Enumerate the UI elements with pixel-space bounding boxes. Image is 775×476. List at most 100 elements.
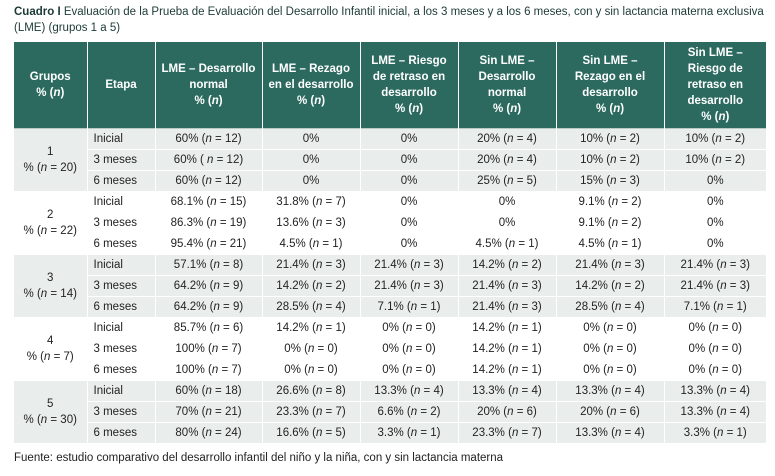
- cell-n-var: n: [410, 406, 418, 418]
- header-lme-rezago-pct: % (: [296, 95, 315, 107]
- value-cell: 86.3% (n = 19): [155, 212, 263, 234]
- cell-text: = 1): [417, 427, 441, 439]
- cell-text: = 3): [420, 259, 444, 271]
- cell-text: = 19): [216, 217, 247, 229]
- value-cell: 13.3% (n = 4): [556, 422, 665, 444]
- etapa-cell: 6 meses: [87, 422, 156, 444]
- value-cell: 0% (n = 0): [556, 338, 665, 360]
- value-cell: 60% (n = 12): [155, 170, 263, 192]
- cell-n-var: n: [720, 259, 727, 271]
- cell-n-var: n: [205, 427, 212, 439]
- cell-n-var: n: [315, 301, 323, 313]
- cell-n-var: n: [611, 196, 619, 208]
- cell-text: = 3): [726, 280, 750, 292]
- cell-text: 0%: [706, 196, 724, 208]
- value-cell: 0% (n = 0): [664, 338, 766, 360]
- cell-n-var: n: [610, 406, 617, 418]
- value-cell: 0%: [664, 191, 766, 213]
- value-cell: 57.1% (n = 8): [155, 254, 263, 276]
- cell-text: = 1): [723, 301, 747, 313]
- value-cell: 7.1% (n = 1): [664, 296, 766, 318]
- cell-n-var: n: [511, 259, 519, 271]
- group-size-var: n: [40, 162, 48, 174]
- header-lme-normal-label: LME – Desarrollo normal: [161, 63, 256, 91]
- cell-text: = 1): [518, 343, 542, 355]
- cell-text: = 4): [513, 154, 537, 166]
- cell-n-var: n: [210, 217, 217, 229]
- cell-text: 0%: [706, 217, 724, 229]
- etapa-cell: Inicial: [87, 380, 156, 402]
- value-cell: 21.4% (n = 3): [360, 254, 459, 276]
- header-lme-rezago-n: n: [314, 95, 322, 107]
- header-grupos: Grupos % (n): [14, 42, 88, 129]
- cell-text: 14.2% (: [276, 322, 316, 334]
- cell-n-var: n: [507, 133, 514, 145]
- header-grupos-n: n: [53, 87, 61, 99]
- value-cell: 68.1% (n = 15): [155, 191, 263, 213]
- cell-n-var: n: [720, 406, 727, 418]
- value-cell: 14.2% (n = 1): [458, 317, 557, 339]
- cell-text: 21.4% (: [472, 301, 512, 313]
- cell-text: 0%: [498, 217, 516, 229]
- cell-text: 60% (: [175, 133, 206, 145]
- cell-text: = 5): [322, 427, 346, 439]
- table-caption: Cuadro I Evaluación de la Prueba de Eval…: [14, 4, 766, 36]
- cell-n-var: n: [315, 280, 323, 292]
- cell-text: = 0): [314, 364, 338, 376]
- value-cell: 70% (n = 21): [155, 401, 263, 423]
- cell-n-var: n: [205, 406, 212, 418]
- value-cell: 25% (n = 5): [458, 170, 557, 192]
- table-row: 5% (n = 30) Inicial 60% (n = 18) 26.6% (n =…: [14, 380, 766, 444]
- cell-text: 0% (: [382, 322, 406, 334]
- header-sinlme-riesgo-label: Sin LME – Riesgo de retraso en desarroll…: [687, 47, 744, 107]
- cell-text: = 6): [219, 322, 244, 334]
- cell-n-var: n: [507, 175, 514, 187]
- cell-n-var: n: [507, 154, 514, 166]
- cell-text: = 12): [213, 154, 244, 166]
- table-row: 3 meses 100% (n = 7) 0% (n = 0) 0% (n = 0) 1…: [14, 338, 766, 360]
- header-sinlme-riesgo-pct: % (: [701, 111, 719, 123]
- cell-n-var: n: [610, 154, 617, 166]
- cell-text: 0% (: [284, 343, 308, 355]
- cell-n-var: n: [205, 385, 212, 397]
- table-row: 3 meses 60% ( n = 12) 0% 0% 20% (n = 4) 10% (…: [14, 149, 766, 171]
- table-row: 2% (n = 22) Inicial 68.1% (n = 15) 31.8% (n…: [14, 191, 766, 255]
- header-sinlme-normal-pct: % (: [492, 103, 511, 115]
- etapa-cell: 6 meses: [87, 233, 156, 255]
- cell-text: = 3): [322, 259, 346, 271]
- cell-text: 20% (: [580, 406, 611, 418]
- cell-text: 13.3% (: [575, 385, 615, 397]
- cell-text: 14.2% (: [276, 280, 316, 292]
- cell-n-var: n: [606, 343, 614, 355]
- cell-n-var: n: [315, 385, 323, 397]
- cell-text: = 3): [616, 175, 640, 187]
- cell-text: 25% (: [477, 175, 508, 187]
- table-footnote: Fuente: estudio comparativo del desarrol…: [14, 452, 504, 464]
- value-cell: 0% (n = 0): [664, 317, 766, 339]
- value-cell: 100% (n = 7): [155, 359, 263, 381]
- cell-text: = 4): [621, 301, 645, 313]
- table-row: 3 meses 70% (n = 21) 23.3% (n = 7) 6.6% (n …: [14, 401, 766, 423]
- cell-n-var: n: [413, 280, 421, 292]
- cell-n-var: n: [413, 385, 421, 397]
- cell-text: 70% (: [175, 406, 206, 418]
- cell-n-var: n: [315, 427, 323, 439]
- cell-n-var: n: [511, 322, 519, 334]
- group-size-value: = 30): [47, 414, 77, 426]
- cell-text: = 0): [718, 343, 742, 355]
- value-cell: 16.6% (n = 5): [262, 422, 361, 444]
- cell-text: 13.3% (: [575, 427, 615, 439]
- cell-text: = 1): [515, 238, 539, 250]
- cell-text: 0% (: [382, 343, 406, 355]
- cell-text: 0% (: [688, 343, 713, 355]
- cell-n-var: n: [405, 364, 413, 376]
- cell-n-var: n: [511, 427, 519, 439]
- value-cell: 0%: [360, 233, 459, 255]
- group-size-var: n: [40, 288, 48, 300]
- cell-text: 10% (: [580, 154, 611, 166]
- value-cell: 28.5% (n = 4): [262, 296, 361, 318]
- value-cell: 3.3% (n = 1): [360, 422, 459, 444]
- value-cell: 0%: [664, 170, 766, 192]
- value-cell: 0%: [262, 128, 361, 150]
- table-row: 6 meses 100% (n = 7) 0% (n = 0) 0% (n = 0) 1…: [14, 359, 766, 381]
